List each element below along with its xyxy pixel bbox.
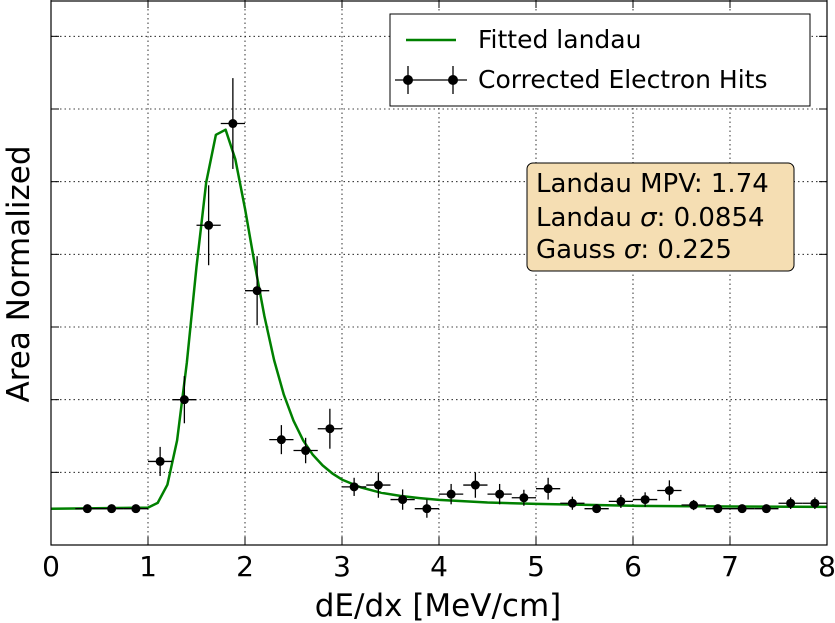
data-point: [463, 472, 488, 498]
point-marker: [737, 504, 747, 514]
point-marker: [592, 504, 602, 514]
data-point: [342, 477, 367, 496]
point-marker: [155, 456, 165, 466]
x-tick-label: 4: [430, 550, 448, 583]
data-point: [487, 483, 512, 505]
point-marker: [567, 498, 577, 508]
point-marker: [325, 424, 335, 434]
plot-frame: [50, 0, 828, 546]
data-point: [293, 437, 318, 464]
point-marker: [761, 504, 771, 514]
point-marker: [543, 484, 553, 494]
legend-fit-label: Fitted landau: [478, 25, 641, 54]
data-point: [608, 494, 633, 508]
fit-curve-layer: [50, 128, 828, 510]
point-marker: [131, 504, 141, 514]
point-marker: [422, 504, 432, 514]
data-point: [172, 376, 197, 424]
point-marker: [276, 435, 286, 445]
x-tick-label: 7: [721, 550, 739, 583]
data-point: [317, 408, 342, 449]
x-tick-label: 3: [333, 550, 351, 583]
data-point: [99, 504, 124, 514]
data-point: [536, 477, 561, 500]
data-point: [657, 480, 682, 501]
fit-info-landau-sigma: Landau σ: 0.0854: [536, 203, 765, 233]
data-point: [778, 497, 803, 510]
point-marker: [179, 395, 189, 405]
data-point: [802, 497, 827, 510]
data-point: [269, 425, 294, 455]
x-tick-labels: 0 1 2 3 4 5 6 7 8: [42, 550, 835, 583]
point-marker: [810, 498, 820, 508]
legend-points-swatch: [395, 66, 467, 94]
fit-info-box: Landau MPV: 1.74 Landau σ: 0.0854 Gauss …: [526, 162, 795, 272]
point-marker: [228, 119, 238, 129]
point-marker: [689, 500, 699, 510]
point-marker: [786, 498, 796, 508]
x-axis-title: dE/dx [MeV/cm]: [315, 588, 562, 623]
fit-curve-line: [50, 128, 828, 510]
point-marker: [616, 496, 626, 506]
point-marker: [640, 495, 650, 505]
data-point: [75, 504, 100, 514]
legend-box: [389, 13, 811, 107]
point-marker: [519, 493, 529, 503]
data-point: [681, 499, 706, 511]
data-point: [705, 504, 730, 514]
point-marker: [204, 220, 214, 230]
data-point: [754, 504, 779, 514]
point-marker: [373, 480, 383, 490]
point-marker: [470, 480, 480, 490]
x-tick-label: 8: [818, 550, 835, 583]
x-tick-label: 2: [236, 550, 254, 583]
legend-points-label: Corrected Electron Hits: [478, 65, 768, 94]
point-marker: [82, 504, 92, 514]
data-point: [148, 446, 173, 476]
point-marker: [349, 482, 359, 492]
data-point: [633, 492, 658, 507]
data-point: [439, 483, 464, 505]
data-point: [511, 489, 536, 506]
point-marker: [107, 504, 117, 514]
data-point: [123, 504, 148, 514]
data-point: [196, 185, 221, 266]
data-point: [390, 489, 415, 510]
data-points-layer: [75, 78, 827, 518]
legend: Fitted landau Corrected Electron Hits: [389, 13, 811, 107]
data-point: [584, 504, 609, 514]
point-marker: [446, 489, 456, 499]
fit-info-gauss-sigma: Gauss σ: 0.225: [536, 235, 732, 265]
x-tick-label: 0: [42, 550, 60, 583]
fit-info-background: [526, 162, 795, 272]
x-tick-label: 6: [624, 550, 642, 583]
x-tick-label: 1: [139, 550, 157, 583]
y-axis-title: Area Normalized: [1, 146, 37, 403]
x-tick-label: 5: [527, 550, 545, 583]
data-point: [366, 472, 391, 498]
point-marker: [495, 489, 505, 499]
fit-info-mpv: Landau MPV: 1.74: [536, 169, 769, 199]
point-marker: [664, 486, 674, 495]
data-point: [730, 504, 755, 514]
data-point: [414, 499, 439, 518]
data-point: [220, 78, 245, 169]
data-point: [245, 256, 270, 326]
point-marker: [301, 446, 311, 456]
point-marker: [713, 504, 723, 514]
point-marker: [398, 495, 408, 505]
point-marker: [252, 286, 262, 296]
data-point: [560, 496, 585, 510]
